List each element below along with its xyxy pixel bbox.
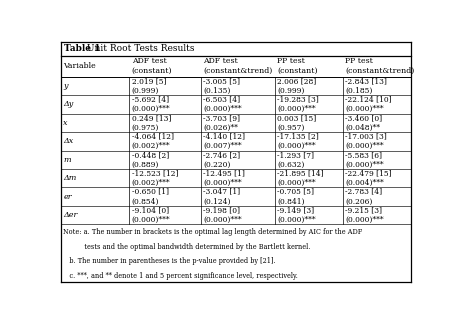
Text: -3.703 [9]
(0.026)**: -3.703 [9] (0.026)** (203, 114, 240, 132)
Text: x: x (63, 119, 68, 127)
Text: Unit Root Tests Results: Unit Root Tests Results (84, 44, 195, 53)
Text: -19.283 [3]
(0.000)***: -19.283 [3] (0.000)*** (277, 95, 319, 113)
Text: -12.523 [12]
(0.002)***: -12.523 [12] (0.002)*** (132, 169, 178, 187)
Text: -6.503 [4]
(0.000)***: -6.503 [4] (0.000)*** (203, 95, 242, 113)
Text: -4.064 [12]
(0.002)***: -4.064 [12] (0.002)*** (132, 132, 174, 150)
Text: 0.003 [15]
(0.957): 0.003 [15] (0.957) (277, 114, 316, 132)
Text: -1.293 [7]
(0.632): -1.293 [7] (0.632) (277, 151, 314, 169)
Text: ADF test
(constant&trend): ADF test (constant&trend) (203, 57, 272, 75)
Text: -17.135 [2]
(0.000)***: -17.135 [2] (0.000)*** (277, 132, 319, 150)
Text: Δer: Δer (63, 211, 78, 219)
Text: Δm: Δm (63, 174, 77, 182)
Text: er: er (63, 193, 72, 201)
Text: m: m (63, 156, 71, 164)
Text: -9.149 [3]
(0.000)***: -9.149 [3] (0.000)*** (277, 206, 315, 224)
Text: -21.895 [14]
(0.000)***: -21.895 [14] (0.000)*** (277, 169, 324, 187)
Text: -9.215 [3]
(0.000)***: -9.215 [3] (0.000)*** (345, 206, 384, 224)
Text: -9.104 [0]
(0.000)***: -9.104 [0] (0.000)*** (132, 206, 170, 224)
Text: -4.140 [12]
(0.007)***: -4.140 [12] (0.007)*** (203, 132, 245, 150)
Text: y: y (63, 82, 68, 90)
Text: -22.479 [15]
(0.004)***: -22.479 [15] (0.004)*** (345, 169, 392, 187)
Text: -0.448 [2]
(0.889): -0.448 [2] (0.889) (132, 151, 169, 169)
Text: -2.783 [4]
(0.206): -2.783 [4] (0.206) (345, 188, 382, 206)
Text: -5.692 [4]
(0.000)***: -5.692 [4] (0.000)*** (132, 95, 170, 113)
Text: -2.843 [13]
(0.185): -2.843 [13] (0.185) (345, 77, 387, 95)
Text: PP test
(constant): PP test (constant) (277, 57, 318, 75)
Text: Δy: Δy (63, 100, 74, 108)
Text: -0.650 [1]
(0.854): -0.650 [1] (0.854) (132, 188, 169, 206)
Text: -3.047 [1]
(0.124): -3.047 [1] (0.124) (203, 188, 241, 206)
Text: Δx: Δx (63, 137, 74, 145)
Text: -0.705 [5]
(0.841): -0.705 [5] (0.841) (277, 188, 314, 206)
Text: 2.006 [28]
(0.999): 2.006 [28] (0.999) (277, 77, 316, 95)
Text: -3.005 [5]
(0.135): -3.005 [5] (0.135) (203, 77, 240, 95)
Text: Note: a. The number in brackets is the optimal lag length determined by AIC for : Note: a. The number in brackets is the o… (63, 228, 363, 236)
Text: PP test
(constant&trend): PP test (constant&trend) (345, 57, 414, 75)
Text: -12.495 [1]
(0.000)***: -12.495 [1] (0.000)*** (203, 169, 245, 187)
Text: -22.124 [10]
(0.000)***: -22.124 [10] (0.000)*** (345, 95, 392, 113)
Text: b. The number in parentheses is the p-value provided by [21].: b. The number in parentheses is the p-va… (63, 257, 276, 265)
Text: ADF test
(constant): ADF test (constant) (132, 57, 172, 75)
Text: -3.460 [0]
(0.048)**: -3.460 [0] (0.048)** (345, 114, 382, 132)
Text: -2.746 [2]
(0.220): -2.746 [2] (0.220) (203, 151, 241, 169)
Text: -9.198 [0]
(0.000)***: -9.198 [0] (0.000)*** (203, 206, 242, 224)
Text: 0.249 [13]
(0.975): 0.249 [13] (0.975) (132, 114, 171, 132)
Text: Variable: Variable (63, 62, 96, 70)
Text: c. ***, and ** denote 1 and 5 percent significance level, respectively.: c. ***, and ** denote 1 and 5 percent si… (63, 272, 298, 280)
Text: -17.003 [3]
(0.000)***: -17.003 [3] (0.000)*** (345, 132, 387, 150)
Text: tests and the optimal bandwidth determined by the Bartlett kernel.: tests and the optimal bandwidth determin… (63, 243, 311, 251)
Text: Table 1: Table 1 (64, 44, 100, 53)
Text: 2.019 [5]
(0.999): 2.019 [5] (0.999) (132, 77, 166, 95)
Text: -5.583 [6]
(0.000)***: -5.583 [6] (0.000)*** (345, 151, 384, 169)
